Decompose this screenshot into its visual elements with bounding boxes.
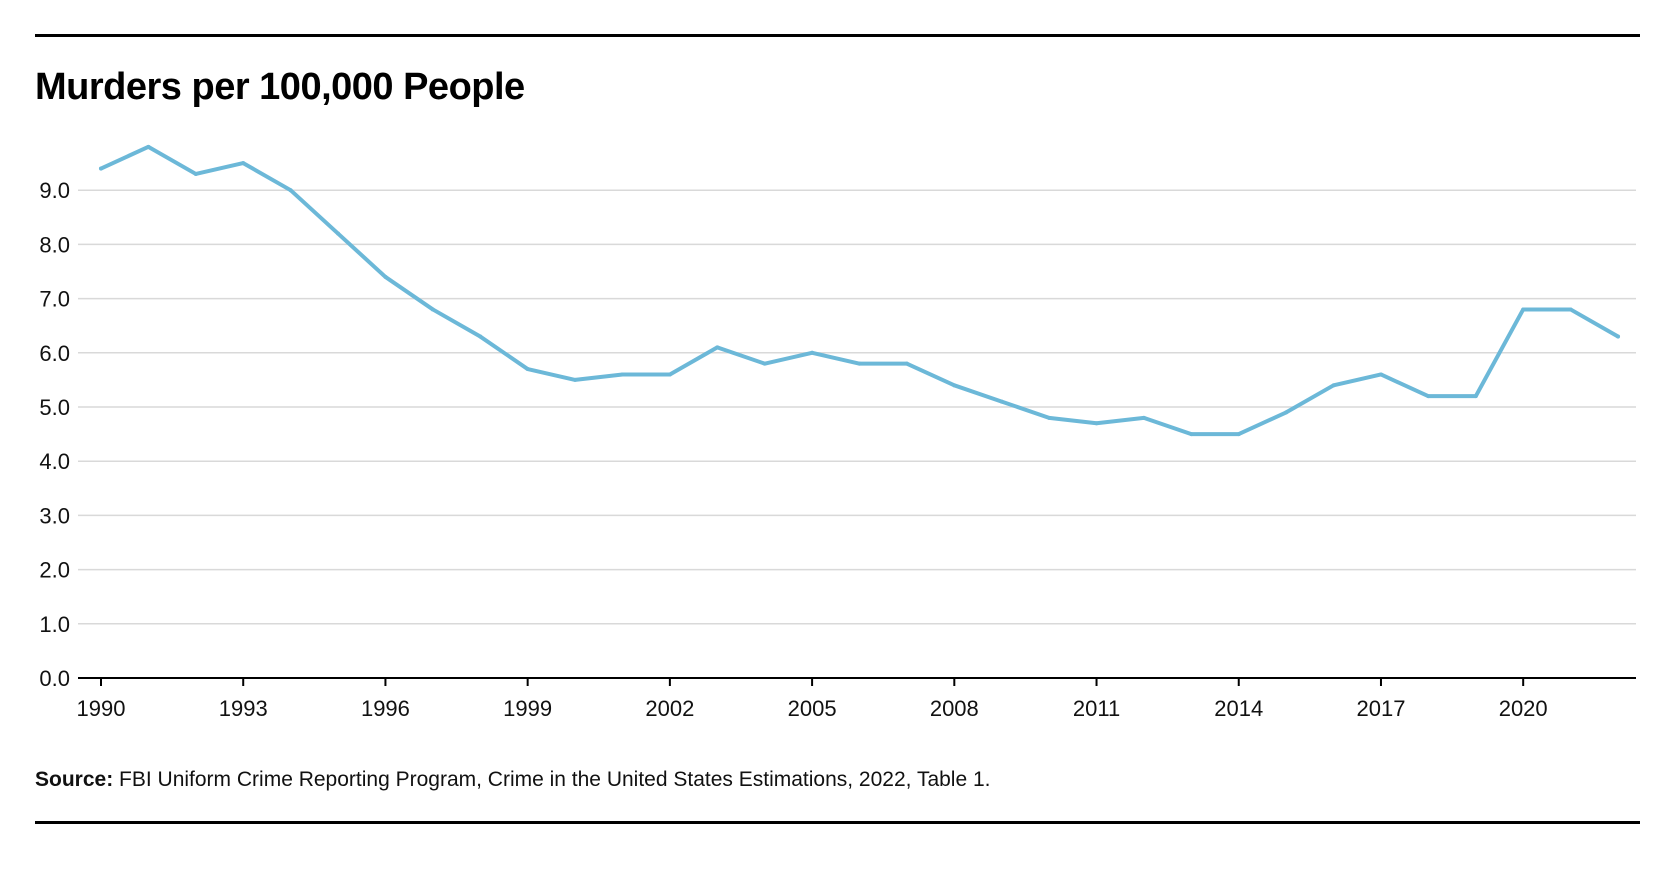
x-tick-label: 2005 — [788, 696, 837, 721]
x-tick-label: 2014 — [1214, 696, 1263, 721]
bottom-rule — [35, 821, 1640, 824]
data-point-1991 — [146, 144, 151, 149]
y-tick-label: 0.0 — [39, 666, 70, 691]
data-point-2015 — [1284, 410, 1289, 415]
x-tick-label: 1990 — [77, 696, 126, 721]
source-label: Source: — [35, 768, 114, 791]
x-tick-label: 2008 — [930, 696, 979, 721]
data-point-2009 — [999, 399, 1004, 404]
data-point-2002 — [667, 372, 672, 377]
data-point-2004 — [762, 361, 767, 366]
data-point-2000 — [573, 377, 578, 382]
data-point-2012 — [1141, 415, 1146, 420]
x-tick-label: 1996 — [361, 696, 410, 721]
top-rule — [35, 34, 1640, 37]
y-axis-ticks: 0.0 1.0 2.0 3.0 4.0 5.0 6.0 7.0 8.0 9.0 — [39, 178, 70, 691]
data-point-2022 — [1616, 334, 1620, 339]
x-tick-label: 2017 — [1356, 696, 1405, 721]
y-tick-label: 6.0 — [39, 341, 70, 366]
source-text: FBI Uniform Crime Reporting Program, Cri… — [113, 768, 991, 791]
data-point-2005 — [810, 350, 815, 355]
x-tick-label: 1993 — [219, 696, 268, 721]
x-tick-label: 2002 — [645, 696, 694, 721]
y-tick-label: 3.0 — [39, 503, 70, 528]
y-tick-label: 2.0 — [39, 558, 70, 583]
series-layer — [99, 144, 1620, 437]
y-tick-label: 5.0 — [39, 395, 70, 420]
y-tick-label: 1.0 — [39, 612, 70, 637]
y-tick-label: 9.0 — [39, 178, 70, 203]
data-point-2011 — [1094, 421, 1099, 426]
data-point-2013 — [1189, 432, 1194, 437]
data-point-2010 — [1047, 415, 1052, 420]
gridlines — [78, 189, 1636, 625]
data-point-1997 — [430, 307, 435, 312]
data-point-2007 — [904, 361, 909, 366]
data-point-2006 — [857, 361, 862, 366]
x-tick-label: 2020 — [1499, 696, 1548, 721]
data-point-2017 — [1378, 372, 1383, 377]
y-tick-label: 8.0 — [39, 232, 70, 257]
data-point-1992 — [193, 171, 198, 176]
data-point-2018 — [1426, 394, 1431, 399]
data-point-1990 — [99, 166, 103, 171]
x-tick-label: 2011 — [1073, 696, 1120, 721]
data-point-1995 — [336, 231, 341, 236]
data-point-2001 — [620, 372, 625, 377]
x-axis-ticks: 1990 1993 1996 1999 2002 2005 2008 2011 2014 2017… — [77, 678, 1548, 721]
data-point-2020 — [1521, 307, 1526, 312]
y-tick-label: 4.0 — [39, 449, 70, 474]
data-point-1993 — [241, 161, 246, 166]
data-point-1999 — [525, 367, 530, 372]
data-point-1994 — [288, 188, 293, 193]
data-point-2021 — [1568, 307, 1573, 312]
chart-title: Murders per 100,000 People — [35, 66, 525, 108]
x-tick-label: 1999 — [503, 696, 552, 721]
data-point-2016 — [1331, 383, 1336, 388]
y-tick-label: 7.0 — [39, 287, 70, 312]
data-point-2008 — [952, 383, 957, 388]
data-point-2014 — [1236, 432, 1241, 437]
data-point-2019 — [1473, 394, 1478, 399]
source-note: Source: FBI Uniform Crime Reporting Prog… — [35, 766, 991, 794]
data-point-1996 — [383, 274, 388, 279]
data-point-1998 — [478, 334, 483, 339]
data-point-2003 — [715, 345, 720, 350]
